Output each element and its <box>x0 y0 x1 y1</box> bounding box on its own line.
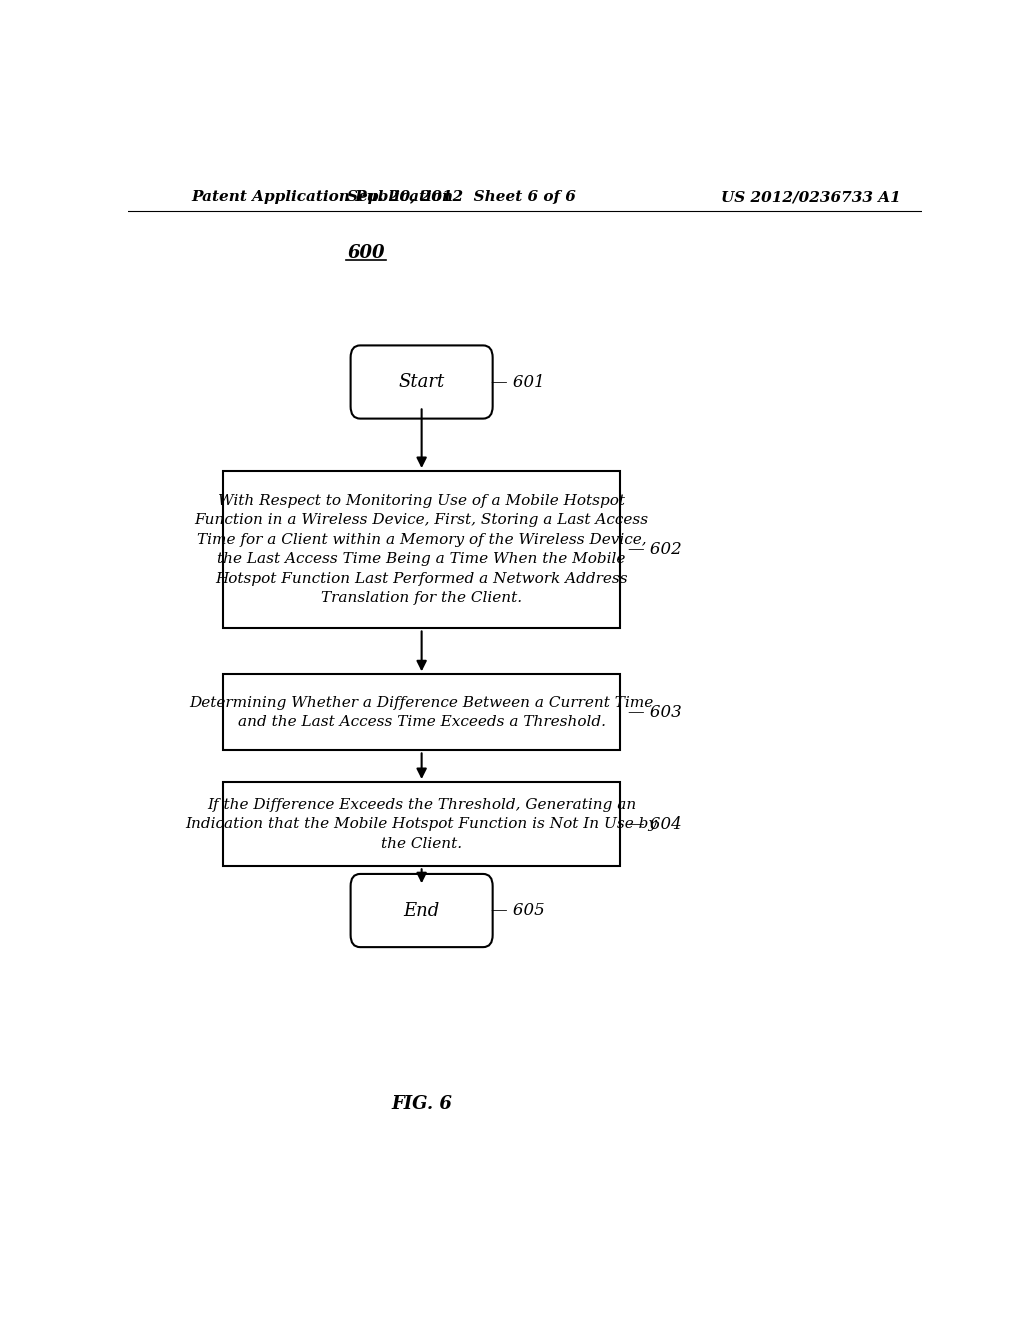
FancyBboxPatch shape <box>350 346 493 418</box>
Text: — 601: — 601 <box>492 374 545 391</box>
Text: FIG. 6: FIG. 6 <box>391 1094 452 1113</box>
Text: — 602: — 602 <box>628 541 682 558</box>
Text: Start: Start <box>398 374 444 391</box>
Text: 600: 600 <box>347 244 385 261</box>
Text: With Respect to Monitoring Use of a Mobile Hotspot
Function in a Wireless Device: With Respect to Monitoring Use of a Mobi… <box>195 494 648 606</box>
Text: Sep. 20, 2012  Sheet 6 of 6: Sep. 20, 2012 Sheet 6 of 6 <box>347 190 575 205</box>
Text: — 603: — 603 <box>628 704 682 721</box>
Text: End: End <box>403 902 439 920</box>
Text: — 605: — 605 <box>492 902 545 919</box>
Text: — 604: — 604 <box>628 816 682 833</box>
Text: Patent Application Publication: Patent Application Publication <box>191 190 454 205</box>
FancyBboxPatch shape <box>223 675 620 751</box>
Text: If the Difference Exceeds the Threshold, Generating an
Indication that the Mobil: If the Difference Exceeds the Threshold,… <box>185 797 657 850</box>
FancyBboxPatch shape <box>223 781 620 866</box>
FancyBboxPatch shape <box>350 874 493 948</box>
Text: Determining Whether a Difference Between a Current Time
and the Last Access Time: Determining Whether a Difference Between… <box>189 696 653 729</box>
Text: US 2012/0236733 A1: US 2012/0236733 A1 <box>721 190 900 205</box>
FancyBboxPatch shape <box>223 471 620 628</box>
